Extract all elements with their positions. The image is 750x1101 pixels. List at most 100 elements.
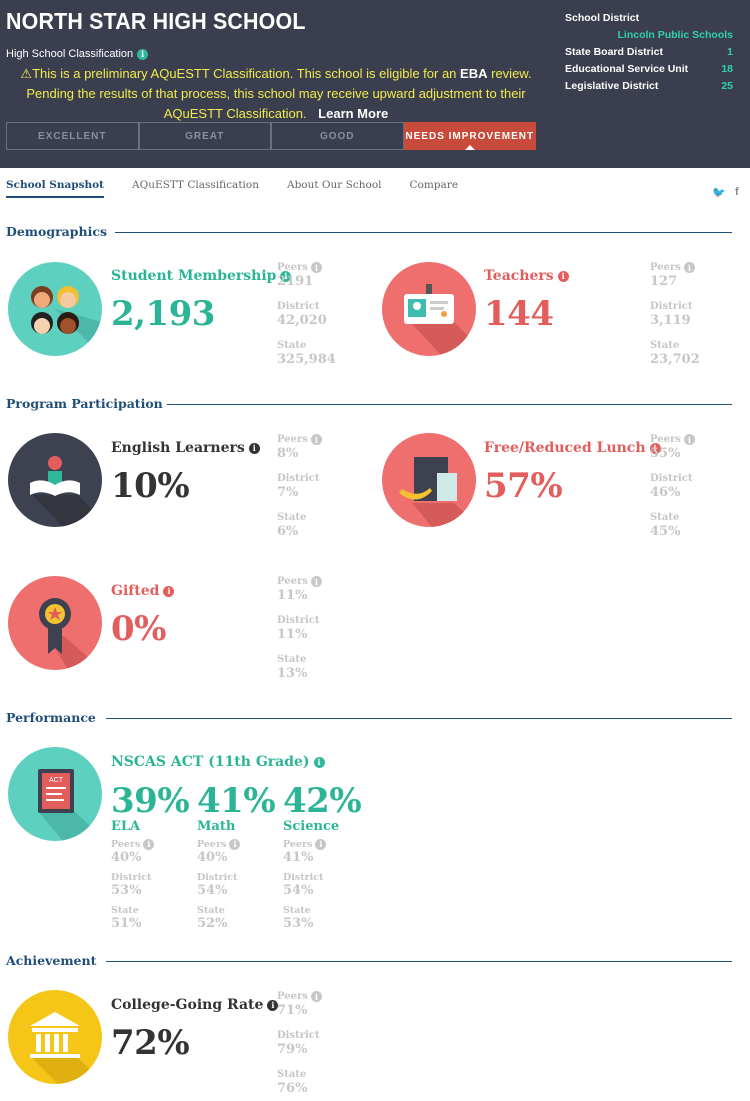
state-label: State — [111, 904, 139, 916]
tab-compare[interactable]: Compare — [409, 179, 459, 191]
state-label: State — [277, 512, 307, 523]
info-icon[interactable]: i — [315, 838, 327, 850]
state-value: 51% — [111, 916, 142, 931]
district-value: 53% — [111, 883, 142, 898]
state-board-label: State Board District — [565, 46, 664, 58]
college-going-title: College-Going Rate i — [111, 997, 279, 1013]
legislative-label: Legislative District — [565, 80, 659, 92]
ela-comparison: Peers i 40% District 53% State 51% — [111, 838, 155, 937]
teachers-label: Teachers — [484, 268, 554, 284]
prelim-text-2: review. Pending the results of that proc… — [26, 66, 532, 121]
peers-label: Peers — [277, 576, 308, 587]
science-label: Science — [283, 819, 340, 834]
act-title: NSCAS ACT (11th Grade) i — [111, 754, 325, 770]
district-value: 7% — [277, 485, 299, 500]
free-reduced-lunch-value: 57% — [484, 466, 563, 506]
section-program-participation: Program Participation — [6, 396, 163, 411]
facebook-icon[interactable]: f — [735, 186, 739, 198]
state-label: State — [277, 654, 307, 665]
ela-label: ELA — [111, 819, 141, 834]
student-membership-label: Student Membership — [111, 268, 277, 284]
peers-label: Peers — [277, 434, 308, 445]
free-reduced-lunch-title: Free/Reduced Lunch i — [484, 440, 661, 456]
act-label: NSCAS ACT (11th Grade) — [111, 754, 310, 770]
state-value: 76% — [277, 1081, 308, 1096]
student-membership-title: Student Membership i — [111, 268, 292, 284]
gifted-title: Gifted i — [111, 583, 175, 599]
peers-value: 127 — [650, 274, 678, 289]
free-reduced-lunch-label: Free/Reduced Lunch — [484, 440, 646, 456]
district-value: 42,020 — [277, 313, 327, 328]
esu-label: Educational Service Unit — [565, 63, 689, 75]
ela-value: 39% — [111, 781, 190, 821]
peers-value: 8% — [277, 446, 299, 461]
district-label: District — [277, 301, 320, 312]
science-comparison: Peers i 41% District 54% State 53% — [283, 838, 327, 937]
section-demographics: Demographics — [6, 224, 108, 239]
teacher-badge-icon — [382, 262, 476, 356]
info-icon[interactable]: i — [683, 434, 695, 445]
district-label: District — [111, 871, 152, 883]
state-value: 45% — [650, 524, 681, 539]
twitter-icon[interactable]: 🐦 — [712, 186, 726, 199]
info-icon[interactable]: i — [310, 576, 322, 587]
college-going-value: 72% — [111, 1023, 190, 1063]
school-district-link[interactable]: Lincoln Public Schools — [617, 29, 733, 41]
info-icon[interactable]: i — [248, 442, 260, 454]
district-value: 11% — [277, 627, 308, 642]
students-icon — [8, 262, 102, 356]
gifted-label: Gifted — [111, 583, 160, 599]
nav-tabs: School Snapshot AQuESTT Classification A… — [6, 179, 486, 198]
school-name: NORTH STAR HIGH SCHOOL — [6, 8, 306, 34]
student-membership-comparison: Peers i 2191 District 42,020 State 325,98… — [277, 261, 336, 378]
preliminary-notice: ⚠This is a preliminary AQuESTT Classific… — [10, 64, 542, 124]
teachers-title: Teachers i — [484, 268, 569, 284]
peers-value: 11% — [277, 588, 308, 603]
classification-bar: EXCELLENT GREAT GOOD NEEDS IMPROVEMENT — [6, 122, 536, 150]
gifted-value: 0% — [111, 609, 166, 649]
college-going-comparison: Peers i 71% District 79% State 76% — [277, 990, 322, 1101]
info-icon[interactable]: i — [557, 270, 569, 282]
info-icon[interactable]: i — [143, 838, 155, 850]
state-label: State — [277, 340, 307, 351]
info-icon[interactable]: i — [137, 48, 149, 60]
district-label: District — [277, 615, 320, 626]
classification-needs-improvement: NEEDS IMPROVEMENT — [403, 122, 536, 150]
info-icon[interactable]: i — [683, 262, 695, 273]
peers-value: 71% — [277, 1003, 308, 1018]
info-icon[interactable]: i — [310, 262, 322, 273]
tab-aquestt-classification[interactable]: AQuESTT Classification — [132, 179, 259, 191]
info-icon[interactable]: i — [267, 999, 279, 1011]
award-ribbon-icon — [8, 576, 102, 670]
tab-about-our-school[interactable]: About Our School — [286, 179, 382, 191]
peers-value: 40% — [111, 850, 142, 865]
tab-school-snapshot[interactable]: School Snapshot — [6, 179, 105, 198]
info-icon[interactable]: i — [649, 442, 661, 454]
classification-great: GREAT — [138, 122, 271, 150]
state-value: 325,984 — [277, 352, 336, 367]
book-reader-icon — [8, 433, 102, 527]
english-learners-label: English Learners — [111, 440, 245, 456]
info-icon[interactable]: i — [229, 838, 241, 850]
learn-more-link[interactable]: Learn More — [318, 106, 389, 121]
info-icon[interactable]: i — [310, 434, 322, 445]
peers-label: Peers — [650, 434, 681, 445]
district-value: 54% — [283, 883, 314, 898]
state-label: State — [197, 904, 225, 916]
peers-value: 55% — [650, 446, 681, 461]
section-achievement: Achievement — [6, 953, 97, 968]
info-icon[interactable]: i — [163, 585, 175, 597]
teachers-value: 144 — [484, 294, 554, 334]
act-icon-label: ACT — [49, 777, 64, 784]
info-icon[interactable]: i — [310, 991, 322, 1002]
state-label: State — [650, 512, 680, 523]
classification-heading: High School Classification i — [6, 48, 149, 60]
teachers-comparison: Peers i 127 District 3,119 State 23,702 — [650, 261, 700, 378]
info-icon[interactable]: i — [313, 756, 325, 768]
section-divider — [106, 961, 732, 962]
english-learners-title: English Learners i — [111, 440, 260, 456]
warning-icon: ⚠ — [20, 66, 33, 81]
info-icon[interactable]: i — [280, 270, 292, 282]
math-value: 41% — [197, 781, 276, 821]
english-learners-value: 10% — [111, 466, 190, 506]
